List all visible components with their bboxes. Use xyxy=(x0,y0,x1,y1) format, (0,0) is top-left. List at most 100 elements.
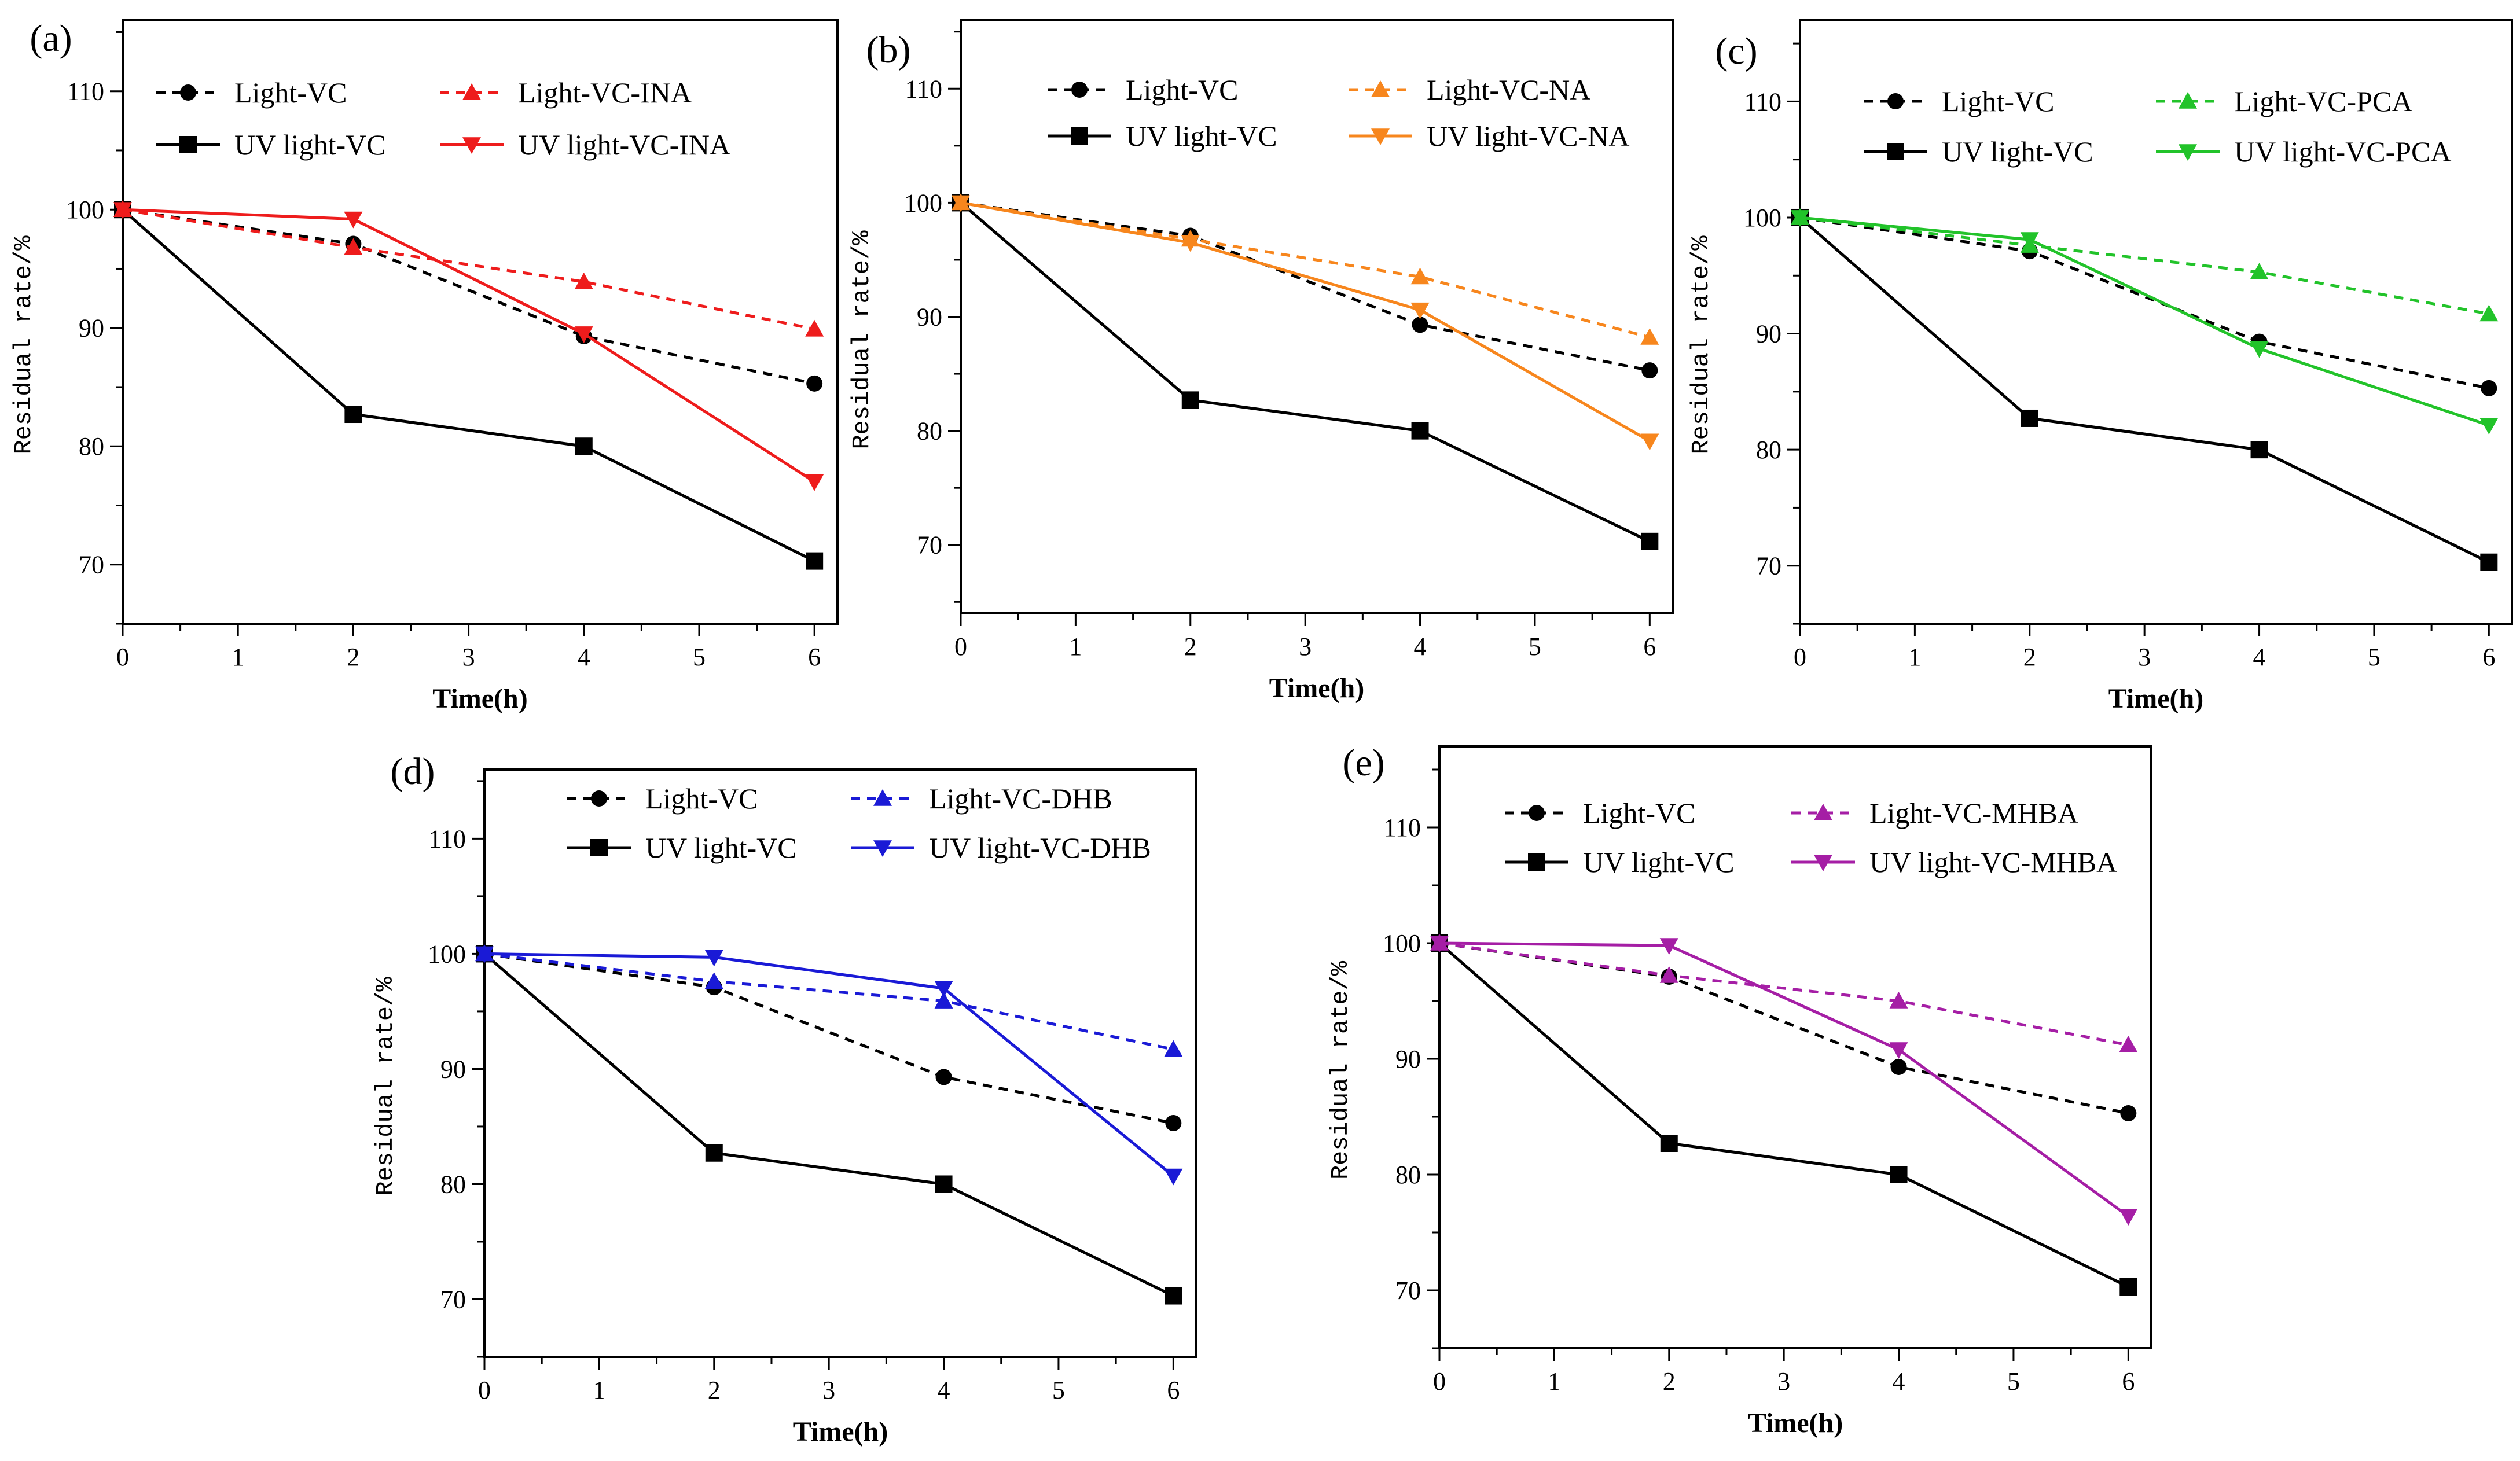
x-tick-label: 0 xyxy=(1433,1367,1446,1396)
series-line xyxy=(122,208,815,385)
series-line xyxy=(122,208,815,331)
x-axis-title: Time(h) xyxy=(1748,1408,1843,1438)
y-axis-title: Residual rate/% xyxy=(372,977,399,1196)
legend-label: UV light-VC xyxy=(645,831,797,864)
data-point xyxy=(1791,210,1809,227)
data-point xyxy=(1410,302,1430,319)
series-line xyxy=(1438,942,2129,1289)
data-point xyxy=(2021,409,2038,427)
data-point xyxy=(1165,1287,1182,1305)
legend-marker xyxy=(1529,805,1545,821)
series-line xyxy=(1439,941,2129,1218)
y-tick-label: 100 xyxy=(1743,204,1781,232)
series-line xyxy=(1799,216,2489,315)
plot-frame xyxy=(483,768,1197,1358)
data-point xyxy=(935,1069,952,1085)
data-point xyxy=(574,272,593,289)
y-tick-label: 110 xyxy=(1744,87,1781,116)
x-axis-title: Time(h) xyxy=(1269,673,1364,704)
x-tick-label: 1 xyxy=(232,643,244,671)
y-tick-label: 70 xyxy=(1756,552,1781,580)
series-line xyxy=(960,201,1650,372)
data-point xyxy=(2020,232,2039,249)
data-point xyxy=(705,1144,723,1162)
data-point xyxy=(1660,1135,1678,1152)
y-tick-label: 70 xyxy=(79,551,104,579)
legend-marker xyxy=(1887,143,1904,160)
x-axis-title: Time(h) xyxy=(793,1416,888,1447)
legend-marker xyxy=(179,136,197,153)
x-tick-label: 3 xyxy=(1777,1367,1790,1396)
y-tick-label: 90 xyxy=(1395,1045,1421,1073)
x-tick-label: 0 xyxy=(116,643,129,671)
y-tick-label: 90 xyxy=(440,1055,466,1083)
panel-letter: (e) xyxy=(1342,742,1384,784)
legend-marker xyxy=(1528,853,1545,871)
data-point xyxy=(1640,327,1659,345)
x-tick-label: 3 xyxy=(462,643,475,671)
chart-panel: (a) 0 1 2 3 4 5 6 70 80 90 100 110 Time(h) Residual ra… xyxy=(10,17,839,714)
data-point xyxy=(1890,1166,1908,1183)
series-line xyxy=(1799,216,2490,564)
data-point xyxy=(935,1175,953,1193)
panel-letter: (a) xyxy=(30,17,72,60)
legend-label: UV light-VC-NA xyxy=(1427,120,1629,152)
legend-marker xyxy=(1814,804,1832,820)
x-tick-label: 0 xyxy=(478,1376,491,1404)
data-point xyxy=(2479,304,2499,322)
data-point xyxy=(2479,418,2499,435)
y-tick-label: 100 xyxy=(66,196,104,224)
data-point xyxy=(1640,433,1659,451)
x-axis-title: Time(h) xyxy=(432,683,527,714)
data-point xyxy=(1181,235,1200,252)
data-point xyxy=(2480,553,2498,571)
y-tick-label: 90 xyxy=(1756,320,1781,348)
series-line xyxy=(484,952,1174,1051)
x-tick-label: 3 xyxy=(2138,643,2151,671)
plot-frame xyxy=(1438,745,2152,1349)
data-point xyxy=(2250,263,2269,280)
chart-panel: (e) 0 1 2 3 4 5 6 70 80 90 100 110 Time(h) Residual ra… xyxy=(1327,742,2152,1438)
x-tick-label: 6 xyxy=(1167,1376,1180,1404)
series-line xyxy=(1439,941,2129,1115)
data-point xyxy=(934,992,953,1009)
legend-marker xyxy=(462,137,481,154)
x-tick-label: 0 xyxy=(1794,643,1806,671)
series-line xyxy=(1799,216,2489,390)
data-point xyxy=(806,552,824,570)
x-tick-label: 4 xyxy=(2253,643,2266,671)
data-point xyxy=(1430,936,1449,952)
legend-label: Light-VC-DHB xyxy=(929,782,1112,815)
data-point xyxy=(1410,267,1430,285)
legend-label: UV light-VC-DHB xyxy=(929,831,1151,864)
legend-marker xyxy=(873,840,892,857)
y-tick-label: 110 xyxy=(429,825,466,853)
chart-panel: (c) 0 1 2 3 4 5 6 70 80 90 100 110 Time(h) Residual ra… xyxy=(1687,19,2513,714)
plot-frame xyxy=(1799,19,2513,625)
data-point xyxy=(344,211,363,229)
x-tick-label: 4 xyxy=(1893,1367,1905,1396)
data-point xyxy=(2250,341,2269,358)
legend-label: Light-VC xyxy=(1126,73,1238,106)
legend-label: Light-VC-INA xyxy=(518,76,692,109)
data-point xyxy=(1889,1042,1908,1059)
legend-label: Light-VC-PCA xyxy=(2234,85,2412,117)
x-tick-label: 2 xyxy=(347,643,359,671)
y-tick-label: 70 xyxy=(1395,1276,1421,1305)
legend-marker xyxy=(180,84,196,101)
x-tick-label: 5 xyxy=(693,643,706,671)
x-tick-label: 3 xyxy=(1299,632,1312,661)
y-tick-label: 110 xyxy=(905,75,942,103)
data-point xyxy=(1411,422,1429,440)
y-tick-label: 100 xyxy=(1383,929,1421,958)
legend-label: UV light-VC xyxy=(1126,120,1277,152)
y-axis-title: Residual rate/% xyxy=(848,230,876,450)
data-point xyxy=(704,950,723,967)
data-point xyxy=(1181,391,1199,409)
y-tick-label: 90 xyxy=(79,314,104,343)
legend-marker xyxy=(591,790,607,807)
data-point xyxy=(1164,1040,1183,1057)
data-point xyxy=(1890,1059,1907,1075)
legend-label: UV light-VC-INA xyxy=(518,128,730,161)
x-tick-label: 2 xyxy=(1184,632,1197,661)
